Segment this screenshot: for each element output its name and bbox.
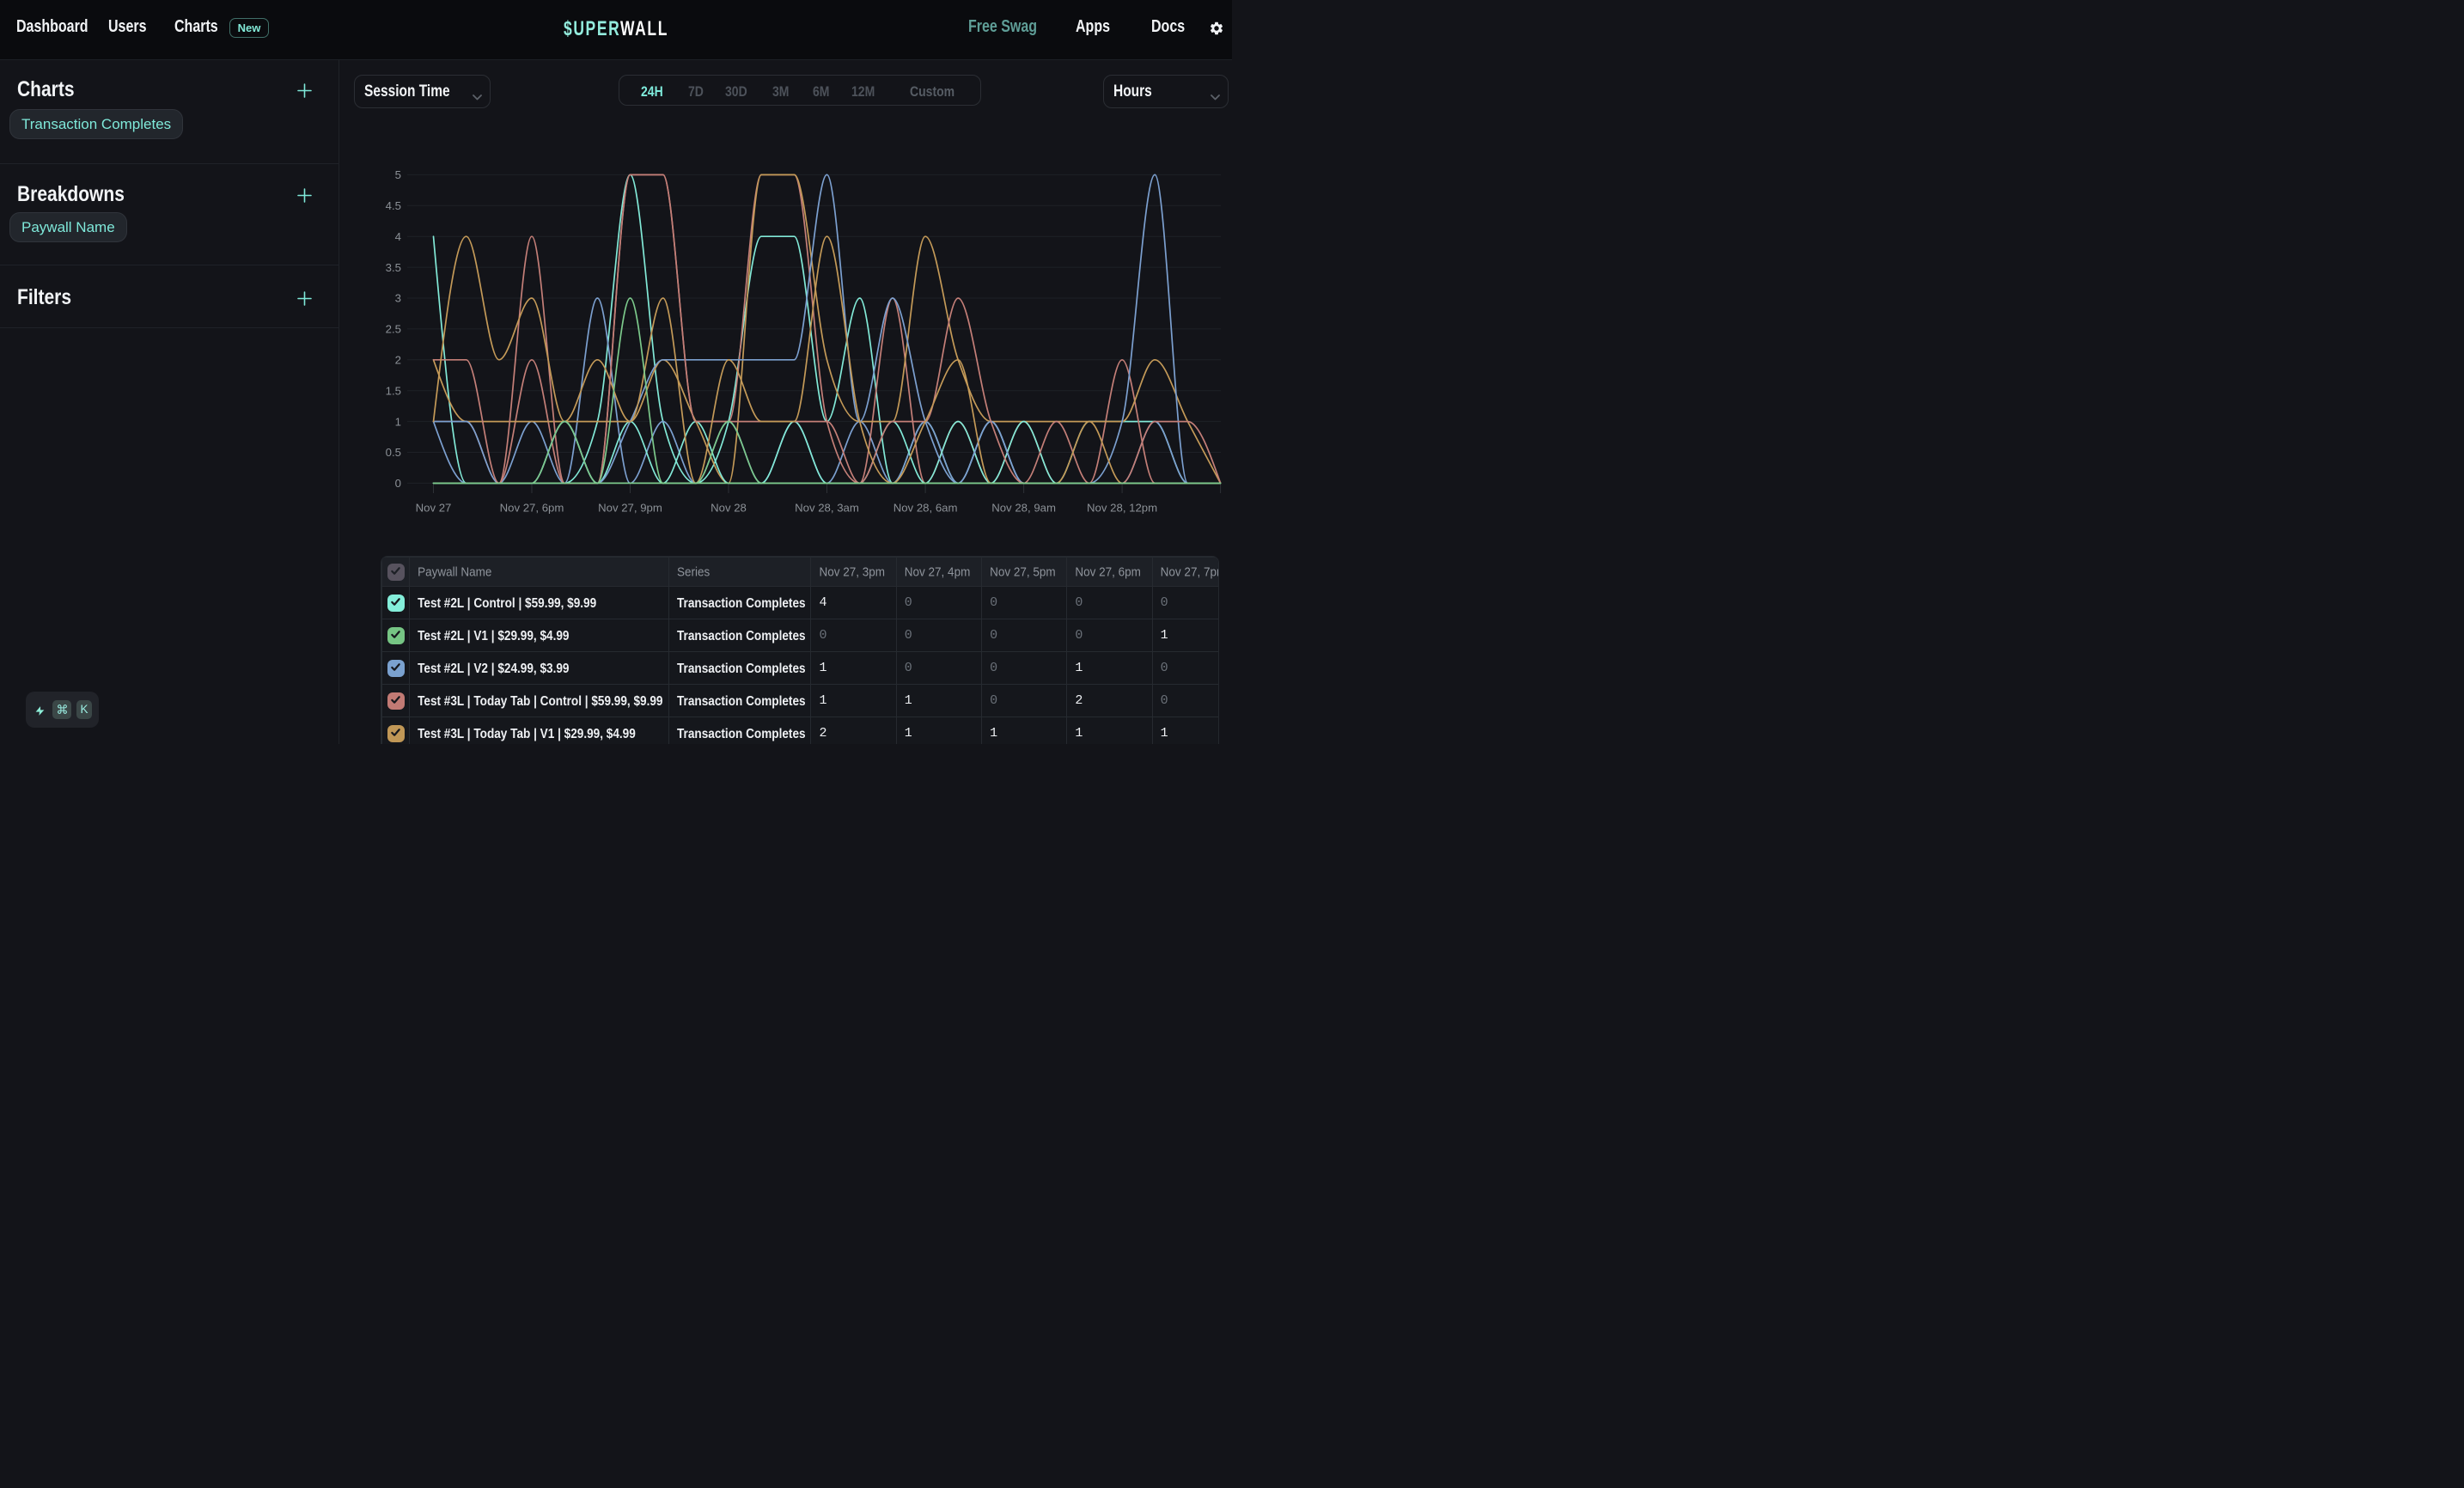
svg-text:3.5: 3.5 (386, 261, 401, 274)
svg-text:Nov 27: Nov 27 (416, 502, 452, 515)
svg-text:Nov 28, 6am: Nov 28, 6am (894, 502, 958, 515)
svg-text:1: 1 (395, 415, 401, 428)
svg-text:Nov 28, 12pm: Nov 28, 12pm (1087, 502, 1157, 515)
svg-text:0: 0 (395, 477, 401, 490)
svg-text:3: 3 (395, 292, 401, 305)
svg-text:Nov 28, 9am: Nov 28, 9am (991, 502, 1056, 515)
svg-text:1.5: 1.5 (386, 384, 401, 397)
svg-text:Nov 27, 9pm: Nov 27, 9pm (598, 502, 662, 515)
svg-text:0.5: 0.5 (386, 446, 401, 459)
svg-text:Nov 28: Nov 28 (711, 502, 747, 515)
svg-text:2.5: 2.5 (386, 323, 401, 336)
svg-text:2: 2 (395, 354, 401, 367)
svg-text:Nov 28, 3am: Nov 28, 3am (795, 502, 859, 515)
svg-text:4.5: 4.5 (386, 199, 401, 212)
svg-text:Nov 27, 6pm: Nov 27, 6pm (500, 502, 564, 515)
svg-text:5: 5 (395, 168, 401, 181)
svg-text:4: 4 (395, 230, 401, 243)
